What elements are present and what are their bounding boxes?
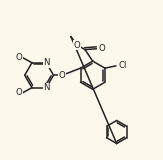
Text: Cl: Cl	[118, 61, 127, 70]
Text: N: N	[43, 83, 50, 92]
Text: O: O	[59, 71, 66, 80]
Text: O: O	[16, 53, 23, 62]
Text: O: O	[16, 88, 23, 97]
Text: O: O	[74, 41, 81, 50]
Text: O: O	[98, 44, 105, 53]
Text: N: N	[43, 58, 50, 67]
